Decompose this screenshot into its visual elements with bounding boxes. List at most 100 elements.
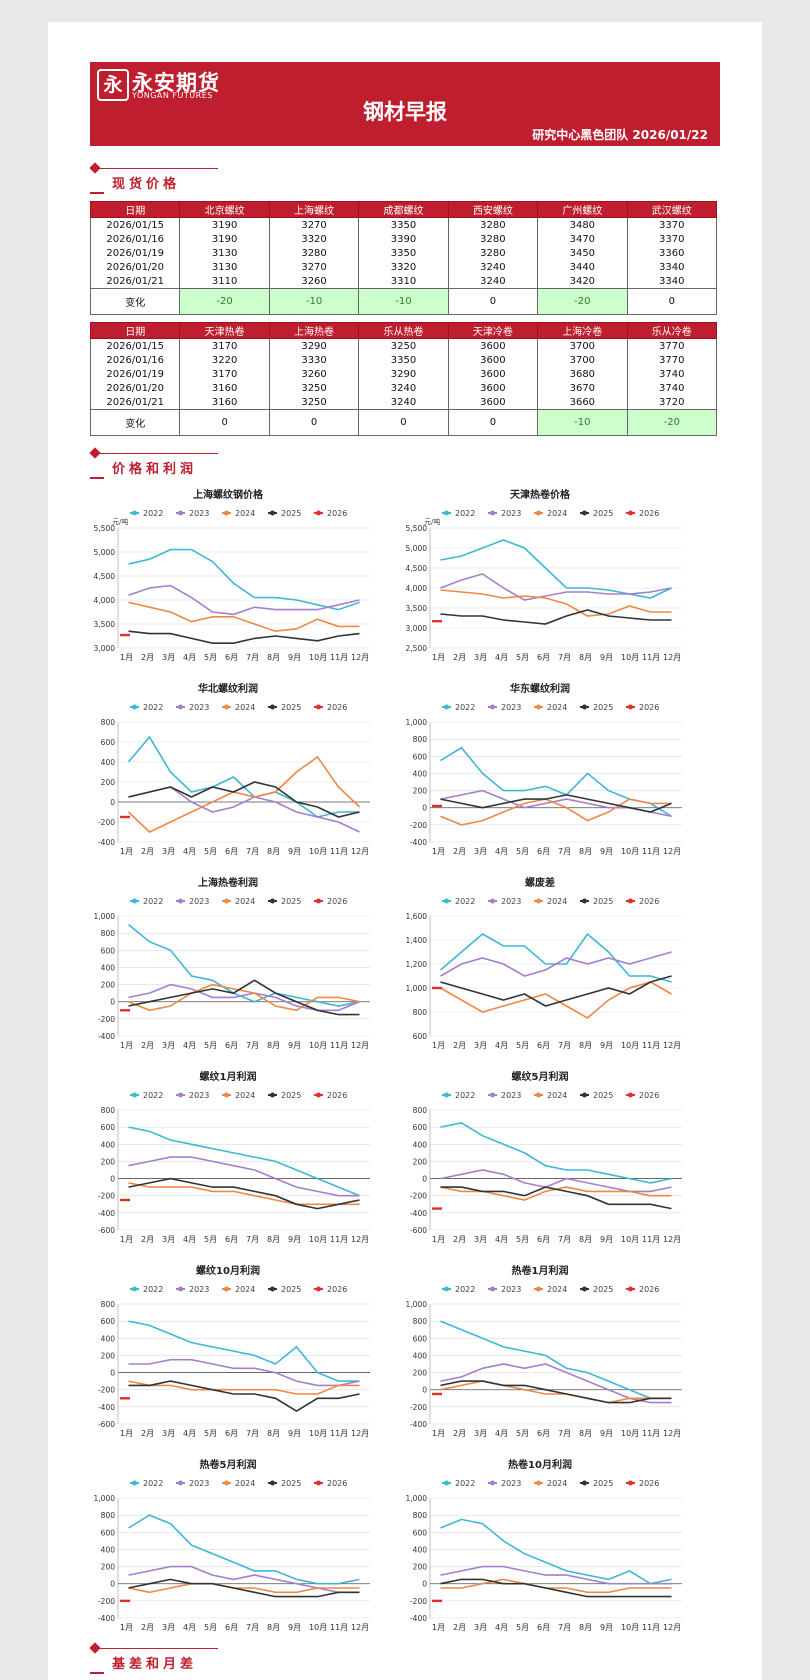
table-cell: 2026/01/15 xyxy=(89,217,181,232)
y-tick-label: 3,500 xyxy=(406,604,428,613)
x-tick-label: 7月 xyxy=(246,653,259,662)
table-cell: 3480 xyxy=(537,217,628,232)
x-tick-label: 11月 xyxy=(330,1235,348,1244)
chart-title: 螺纹1月利润 xyxy=(200,1070,257,1083)
x-tick-label: 12月 xyxy=(351,847,369,856)
y-tick-label: 4,500 xyxy=(94,572,116,581)
series-line-2023 xyxy=(128,1358,360,1387)
series-line-2023 xyxy=(440,1565,672,1585)
x-tick-label: 10月 xyxy=(309,1235,327,1244)
x-tick-label: 10月 xyxy=(621,1041,639,1050)
section-title: 基差和月差 xyxy=(112,1657,198,1672)
legend-label: 2024 xyxy=(547,1285,567,1294)
column-header: 天津热卷 xyxy=(179,322,270,339)
y-tick-label: -400 xyxy=(98,1403,115,1412)
x-tick-label: 2月 xyxy=(141,1429,154,1438)
legend-marker xyxy=(132,1286,137,1292)
legend-label: 2022 xyxy=(143,1285,163,1294)
table-cell: 3190 xyxy=(179,232,270,246)
legend-marker xyxy=(628,1092,633,1098)
y-tick-label: 800 xyxy=(101,1106,116,1115)
legend-marker xyxy=(178,1480,183,1486)
x-tick-label: 6月 xyxy=(537,653,550,662)
y-tick-label: 1,000 xyxy=(406,984,428,993)
x-tick-label: 8月 xyxy=(579,847,592,856)
x-tick-label: 5月 xyxy=(516,1623,529,1632)
legend-label: 2025 xyxy=(593,703,613,712)
x-tick-label: 11月 xyxy=(642,653,660,662)
y-tick-label: 800 xyxy=(413,735,428,744)
y-tick-label: -600 xyxy=(98,1226,115,1235)
legend-label: 2023 xyxy=(189,897,209,906)
x-tick-label: 1月 xyxy=(432,1429,445,1438)
x-tick-label: 3月 xyxy=(162,1041,175,1050)
series-line-2024 xyxy=(440,589,672,617)
x-tick-label: 7月 xyxy=(246,1235,259,1244)
change-cell: 0 xyxy=(626,288,718,315)
change-cell: -10 xyxy=(358,288,449,315)
legend-marker xyxy=(582,510,587,516)
change-cell: 0 xyxy=(179,409,270,436)
series-line-2022 xyxy=(127,735,360,818)
x-tick-label: 11月 xyxy=(330,1429,348,1438)
legend-marker xyxy=(132,898,137,904)
x-tick-label: 6月 xyxy=(225,1623,238,1632)
y-tick-label: 800 xyxy=(101,1511,116,1520)
table-row: 2026/01/19 3170 3260 3290 3600 3680 3740 xyxy=(89,367,718,381)
legend-marker xyxy=(224,510,229,516)
x-tick-label: 8月 xyxy=(579,653,592,662)
chart-svg: 华东螺纹利润 2022 2023 2024 2025 2026 -400 -200 0 200 40… xyxy=(406,682,682,856)
table-row: 2026/01/19 3130 3280 3350 3280 3450 3360 xyxy=(89,246,718,260)
table-cell: 3260 xyxy=(268,367,360,381)
table-cell: 3220 xyxy=(179,353,270,367)
series-line-2024 xyxy=(127,755,361,833)
legend-label: 2022 xyxy=(455,1285,475,1294)
change-cell: -10 xyxy=(537,409,628,436)
legend-label: 2023 xyxy=(189,509,209,518)
x-tick-label: 11月 xyxy=(330,1623,348,1632)
table-cell: 3250 xyxy=(358,338,449,353)
column-header: 日期 xyxy=(89,322,181,339)
x-tick-label: 9月 xyxy=(600,1235,613,1244)
table-cell: 3280 xyxy=(268,246,360,260)
y-tick-label: 600 xyxy=(101,1123,116,1132)
x-tick-label: 2月 xyxy=(453,1623,466,1632)
table-cell: 3280 xyxy=(447,246,539,260)
table-cell: 3130 xyxy=(179,260,270,274)
line-chart: 华北螺纹利润 2022 2023 2024 2025 2026 -400 -200 0 200 40… xyxy=(78,678,378,868)
column-header: 上海热卷 xyxy=(268,322,360,339)
y-tick-label: -400 xyxy=(98,1614,115,1623)
y-tick-label: 400 xyxy=(101,963,116,972)
change-cell: -20 xyxy=(626,409,718,436)
spot-table-rebar: 日期 北京螺纹 上海螺纹 成都螺纹 西安螺纹 广州螺纹 武汉螺纹 2026/01/15 3190… xyxy=(89,201,718,315)
y-tick-label: -400 xyxy=(410,838,427,847)
legend-label: 2022 xyxy=(143,897,163,906)
series-line-2024 xyxy=(440,981,672,1019)
x-tick-label: 1月 xyxy=(120,1235,133,1244)
change-cell: -10 xyxy=(268,288,360,315)
section-spot-price: 现货价格 xyxy=(89,162,290,194)
table-cell: 3600 xyxy=(447,338,539,353)
table-row: 2026/01/20 3160 3250 3240 3600 3670 3740 xyxy=(89,381,718,395)
table-cell: 3770 xyxy=(626,338,718,353)
y-tick-label: -400 xyxy=(98,1209,115,1218)
chart-title: 螺纹5月利润 xyxy=(512,1070,569,1083)
x-tick-label: 3月 xyxy=(474,653,487,662)
table-cell: 3270 xyxy=(268,217,360,232)
x-tick-label: 12月 xyxy=(663,653,681,662)
table-cell: 3340 xyxy=(626,260,718,274)
x-tick-label: 1月 xyxy=(120,653,133,662)
x-tick-label: 2月 xyxy=(453,1429,466,1438)
chart-title: 上海热卷利润 xyxy=(198,876,258,889)
chart-svg: 螺纹1月利润 2022 2023 2024 2025 2026 -600 -400 -200 0 2… xyxy=(98,1070,370,1244)
y-tick-label: 1,000 xyxy=(94,1494,116,1503)
legend-marker xyxy=(178,1092,183,1098)
x-tick-label: 7月 xyxy=(558,1429,571,1438)
table-cell: 3770 xyxy=(626,353,718,367)
table-cell: 3310 xyxy=(358,274,449,289)
y-tick-label: -200 xyxy=(410,1403,427,1412)
x-tick-label: 10月 xyxy=(309,653,327,662)
y-tick-label: 1,400 xyxy=(406,936,428,945)
column-header: 广州螺纹 xyxy=(537,201,628,218)
x-tick-label: 6月 xyxy=(225,1235,238,1244)
